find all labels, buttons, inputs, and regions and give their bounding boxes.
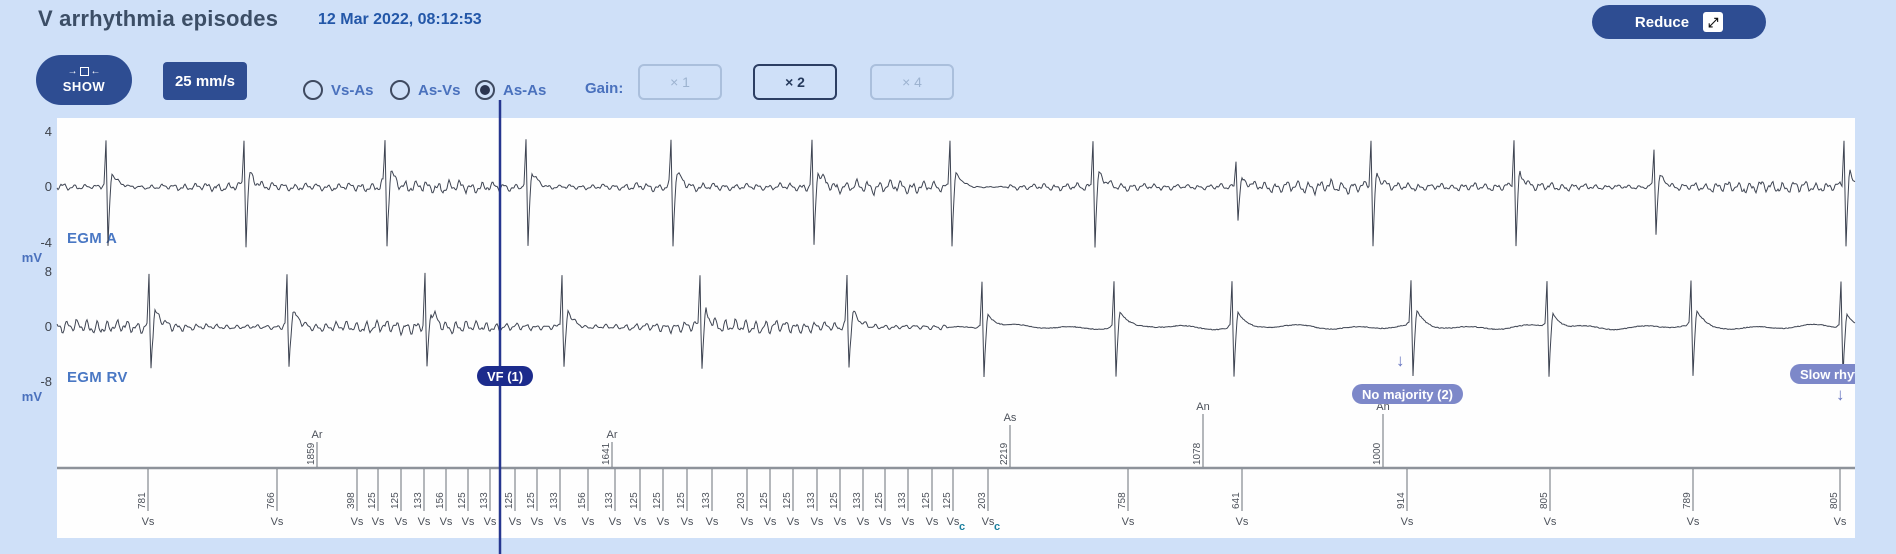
page-title: V arrhythmia episodes [38,6,279,31]
egm-rv-scale-min: -8 [40,374,52,389]
vf-episode-badge[interactable]: VF (1) [477,366,534,386]
fit-to-window-icon: → ← [67,65,101,77]
down-arrow-icon: ↓ [1836,385,1845,404]
gain-x1-button[interactable]: × 1 [638,64,722,100]
egm-rv-channel-label: EGM RV [67,369,128,386]
radio-as-vs-label: As-Vs [418,81,461,99]
egm-plot-area[interactable] [57,118,1855,538]
egm-a-scale-max: 4 [44,124,52,139]
radio-vs-as-label: Vs-As [331,81,374,99]
reduce-button-label: Reduce [1634,13,1690,31]
egm-rv-unit: mV [21,389,42,404]
reduce-button[interactable]: Reduce ⤢ [1592,5,1766,39]
radio-circle-selected-icon [475,80,495,100]
egm-rv-scale-zero: 0 [44,319,52,334]
no-majority-badge[interactable]: No majority (2) [1352,384,1464,404]
slow-rhythm-badge[interactable]: Slow rhyth [1790,364,1855,384]
collapse-icon: ⤢ [1703,12,1724,32]
down-arrow-icon: ↓ [1396,351,1405,370]
radio-as-as[interactable]: As-As [475,80,546,100]
sweep-speed-button[interactable]: 25 mm/s [163,62,247,100]
gain-x4-button[interactable]: × 4 [870,64,954,100]
gain-x2-button[interactable]: × 2 [753,64,837,100]
egm-a-channel-label: EGM A [67,230,118,247]
egm-a-unit: mV [21,250,42,265]
egm-rv-scale-max: 8 [44,264,52,279]
radio-circle-icon [390,80,410,100]
show-button-label: SHOW [62,78,106,94]
radio-circle-icon [303,80,323,100]
egm-a-scale-zero: 0 [44,179,52,194]
episode-timestamp: 12 Mar 2022, 08:12:53 [318,11,482,28]
radio-as-vs[interactable]: As-Vs [390,80,461,100]
radio-as-as-label: As-As [503,81,547,99]
gain-label: Gain: [585,80,624,97]
show-button[interactable]: → ← SHOW [36,55,132,105]
egm-a-scale-min: -4 [40,235,52,250]
slow-rhythm-badge-clip: Slow rhyth [1790,364,1855,384]
radio-vs-as[interactable]: Vs-As [303,80,374,100]
